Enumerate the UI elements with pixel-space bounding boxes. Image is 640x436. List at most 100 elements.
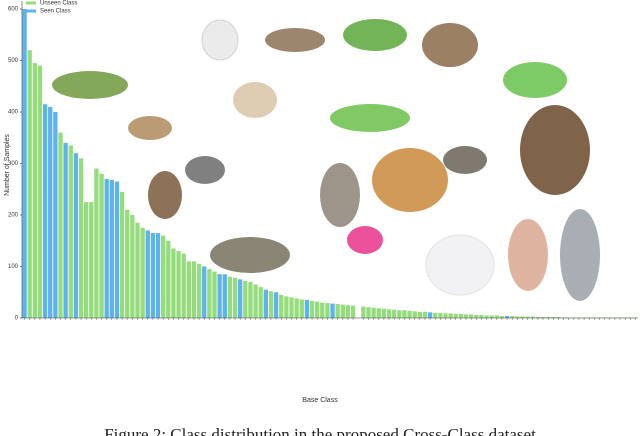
bar: [325, 303, 330, 318]
bar: [279, 294, 284, 318]
bar: [84, 202, 89, 318]
bar: [27, 50, 32, 318]
bar: [309, 301, 315, 318]
bar: [243, 280, 248, 318]
bar: [263, 289, 268, 318]
bar: [469, 314, 474, 318]
bar: [53, 112, 58, 318]
bar: [448, 313, 453, 318]
y-tick-label: 400: [8, 110, 19, 116]
y-tick-label: 300: [8, 161, 19, 167]
bar: [494, 315, 499, 318]
bar: [551, 316, 556, 318]
bar: [438, 312, 443, 318]
y-tick-label: 600: [8, 7, 19, 13]
bar: [258, 287, 263, 318]
bar: [330, 303, 335, 318]
bar: [37, 65, 43, 319]
legend-swatch: [26, 9, 36, 13]
bar: [222, 274, 227, 318]
animal-images: [52, 19, 600, 301]
bar: [155, 233, 161, 318]
image-blob: [372, 148, 448, 212]
bar: [304, 299, 310, 318]
bar: [299, 299, 304, 318]
y-tick-label: 500: [8, 58, 19, 64]
bar: [515, 316, 520, 318]
bar: [427, 312, 433, 318]
image-blob: [233, 82, 277, 118]
bar: [433, 312, 438, 318]
bar: [207, 269, 212, 318]
bar: [530, 316, 535, 318]
bar: [248, 281, 253, 318]
bar: [58, 132, 63, 318]
bar: [232, 277, 238, 318]
bar: [289, 297, 294, 318]
bar: [191, 261, 197, 318]
bar: [217, 274, 222, 318]
bar: [161, 235, 166, 318]
image-blob: [128, 116, 172, 140]
bar: [63, 142, 68, 318]
bar: [176, 251, 181, 318]
bars: [22, 9, 638, 319]
bar: [402, 310, 407, 318]
bar: [114, 181, 120, 318]
image-blob: [210, 237, 290, 273]
image-blob: [201, 19, 239, 61]
legend-swatch: [26, 1, 36, 5]
bar: [130, 215, 135, 318]
image-blob: [425, 234, 495, 296]
image-blob: [265, 28, 325, 52]
bar: [150, 233, 156, 318]
bar: [78, 158, 84, 318]
y-tick-label: 200: [8, 213, 19, 219]
bar: [535, 316, 541, 318]
bar: [546, 316, 551, 318]
bar: [499, 315, 505, 318]
image-blob: [347, 226, 383, 254]
bar: [135, 222, 140, 318]
bar: [504, 315, 510, 318]
bar: [366, 307, 371, 318]
image-blob: [52, 71, 128, 99]
bar: [315, 301, 320, 318]
bar: [479, 314, 484, 318]
caption: Figure 2: Class distribution in the prop…: [104, 425, 536, 436]
bar: [294, 298, 299, 318]
bar: [196, 263, 202, 318]
bar: [376, 308, 381, 318]
image-blob: [560, 209, 600, 301]
bar: [556, 316, 561, 318]
bar: [140, 227, 145, 318]
image-blob: [148, 171, 182, 219]
bar: [171, 248, 176, 318]
bar: [320, 302, 325, 318]
bar: [540, 316, 546, 318]
legend-label: Seen Class: [40, 9, 71, 15]
bar: [268, 291, 274, 318]
bar: [407, 310, 412, 318]
legend-label: Unseen Class: [40, 1, 77, 7]
bar: [145, 230, 150, 318]
bar: [99, 173, 104, 318]
y-axis-title: Number of Samples: [4, 134, 11, 196]
bar: [443, 313, 448, 318]
bar: [166, 240, 171, 318]
bar: [381, 308, 387, 318]
bar: [489, 315, 494, 318]
bar: [212, 271, 217, 318]
bar: [238, 279, 243, 318]
bar: [227, 276, 233, 318]
image-blob: [503, 62, 567, 98]
bar: [350, 305, 356, 318]
bar: [397, 310, 402, 318]
image-blob: [520, 105, 590, 195]
bar: [484, 315, 489, 318]
bar: [186, 261, 191, 318]
bar: [422, 311, 428, 318]
bar: [412, 311, 417, 318]
bar: [119, 191, 125, 318]
